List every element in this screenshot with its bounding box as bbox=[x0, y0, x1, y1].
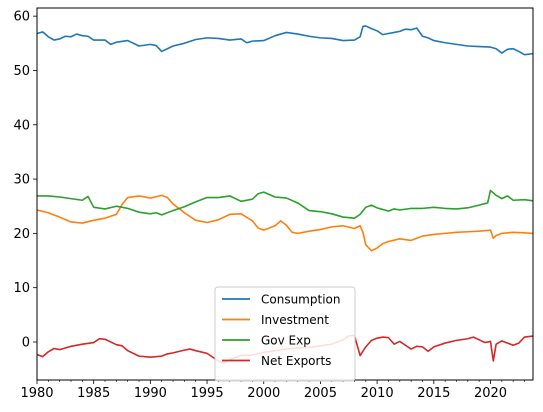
x-tick-label: 2015 bbox=[417, 386, 450, 401]
y-tick-label: 20 bbox=[13, 227, 30, 242]
legend: Consumption Investment Gov Exp Net Exports bbox=[214, 286, 356, 382]
legend-label: Consumption bbox=[261, 293, 340, 307]
y-tick-label: 30 bbox=[13, 173, 30, 188]
y-axis: 0 10 20 30 40 50 60 bbox=[13, 10, 37, 350]
series-line-gov-exp bbox=[37, 189, 533, 219]
y-tick-label: 10 bbox=[13, 281, 30, 296]
legend-box bbox=[214, 286, 356, 382]
legend-label: Gov Exp bbox=[261, 334, 311, 348]
x-tick-label: 1985 bbox=[77, 386, 110, 401]
legend-label: Investment bbox=[261, 313, 329, 327]
x-tick-label: 2010 bbox=[361, 386, 394, 401]
x-axis: 1980 1985 1990 1995 2000 2005 2010 2015 2020 bbox=[20, 380, 525, 401]
y-tick-label: 0 bbox=[22, 335, 30, 350]
y-tick-label: 60 bbox=[13, 10, 30, 25]
y-tick-label: 50 bbox=[13, 64, 30, 79]
x-tick-label: 1980 bbox=[20, 386, 53, 401]
x-tick-label: 1990 bbox=[134, 386, 167, 401]
legend-label: Net Exports bbox=[261, 354, 331, 368]
series-line-investment bbox=[37, 194, 533, 252]
y-tick-label: 40 bbox=[13, 118, 30, 133]
x-tick-label: 1995 bbox=[191, 386, 224, 401]
x-tick-label: 2000 bbox=[247, 386, 280, 401]
x-tick-label: 2020 bbox=[474, 386, 507, 401]
series-line-consumption bbox=[37, 25, 533, 56]
x-tick-label: 2005 bbox=[304, 386, 337, 401]
